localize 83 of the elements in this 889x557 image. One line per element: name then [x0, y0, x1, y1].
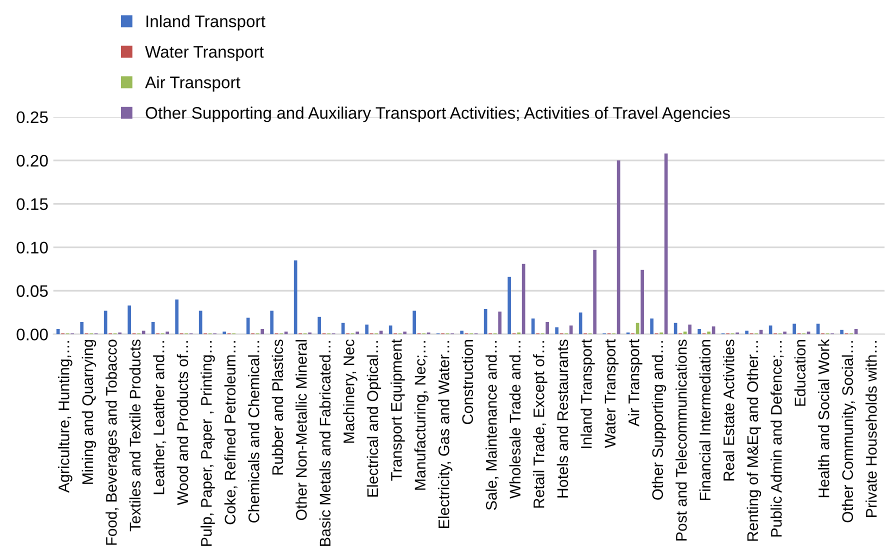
bar	[356, 332, 359, 334]
y-tick-label: 0.20	[16, 154, 48, 167]
y-tick-label: 0.15	[16, 198, 48, 210]
bar	[707, 332, 710, 334]
bar	[403, 332, 406, 334]
x-tick-label: Post and Telecommunications	[676, 340, 687, 540]
bar	[175, 299, 178, 334]
x-tick-label: Health and Social Work	[818, 339, 830, 498]
y-tick-label: 0.00	[16, 328, 48, 340]
x-tick-label: Real Estate Activities	[723, 340, 734, 480]
bar	[412, 310, 416, 334]
bar	[56, 328, 60, 334]
x-tick-label: Agriculture, Hunting,…	[58, 341, 72, 493]
bar	[222, 332, 226, 334]
bar	[270, 310, 274, 334]
x-tick-label: Other Community, Social…	[842, 341, 856, 522]
bar	[698, 328, 701, 334]
bar	[498, 312, 502, 334]
x-tick-label: Mining and Quarrying	[82, 340, 96, 484]
x-tick-label: Sale, Maintenance and…	[486, 341, 499, 510]
x-tick-label: Coke, Refined Petroleum…	[224, 341, 238, 524]
bar	[688, 324, 692, 334]
bar	[365, 324, 368, 334]
bar	[640, 270, 644, 334]
y-tick-label: 0.10	[16, 242, 48, 254]
x-tick-label: Chemicals and Chemical…	[248, 341, 260, 523]
bar	[379, 330, 383, 334]
x-tick-label: Electricity, Gas and Water…	[438, 341, 452, 528]
legend-label: Air Transport	[145, 76, 240, 92]
x-tick-label: Education	[794, 340, 806, 406]
bar	[650, 318, 654, 334]
x-tick-label: Financial Intermediation	[699, 340, 711, 500]
x-tick-label: Construction	[462, 340, 474, 424]
x-tick-label: Leather, Leather and…	[153, 341, 166, 494]
x-tick-label: Inland Transport	[580, 339, 595, 448]
bar	[294, 260, 298, 334]
bar	[104, 310, 108, 334]
x-tick-label: Transport Equipment	[390, 339, 405, 481]
x-tick-label: Retail Trade, Except of…	[533, 341, 548, 508]
x-tick-label: Food, Beverages and Tobacco	[106, 340, 120, 545]
bar	[460, 330, 464, 334]
y-tick-label: 0.05	[16, 285, 48, 297]
legend-label: Water Transport	[145, 46, 264, 62]
x-tick-label: Air Transport	[628, 339, 642, 426]
bar	[166, 332, 169, 334]
x-tick-label: Other Supporting and…	[652, 341, 666, 500]
x-tick-label: Wholesale Trade and…	[509, 341, 521, 499]
x-tick-label: Water Transport	[604, 339, 619, 448]
bar	[783, 332, 786, 334]
bar	[792, 324, 796, 334]
bar	[198, 310, 202, 334]
x-tick-label: Public Admin and Defence;…	[770, 341, 784, 537]
bar	[616, 160, 620, 334]
x-tick-label: Other Non-Metallic Mineral	[296, 340, 307, 520]
legend-label: Inland Transport	[146, 15, 266, 31]
bar	[128, 306, 131, 334]
x-tick-label: Hotels and Restaurants	[556, 340, 568, 498]
bar	[593, 250, 596, 334]
x-tick-label: Rubber and Plastics	[272, 340, 284, 475]
bar	[522, 264, 526, 334]
x-tick-label: Electrical and Optical…	[366, 341, 382, 497]
bar	[840, 330, 844, 334]
bar	[246, 318, 250, 334]
bar	[80, 322, 84, 334]
x-tick-label: Pulp, Paper, Paper , Printing…	[200, 341, 215, 546]
x-tick-label: Wood and Products of…	[176, 341, 188, 506]
x-tick-label: Private Households with…	[866, 341, 877, 517]
y-tick-label: 0.25	[16, 111, 48, 124]
x-tick-label: Renting of M&Eq and Other…	[746, 341, 762, 541]
bar	[745, 330, 748, 334]
legend-label: Other Supporting and Auxiliary Transport Activities; Activities of Travel Agencies	[146, 106, 730, 122]
bar	[318, 316, 321, 334]
x-tick-label: Basic Metals and Fabricated…	[319, 341, 331, 546]
bar	[664, 153, 668, 334]
bar	[260, 328, 264, 334]
bar	[142, 330, 146, 334]
bar	[555, 327, 558, 334]
x-tick-label: Machinery, Nec	[343, 339, 358, 443]
x-tick-label: Textiles and Textile Products	[129, 340, 141, 532]
bar	[508, 276, 511, 334]
x-tick-label: Manufacturing, Nec;…	[414, 341, 429, 490]
bar	[546, 322, 549, 334]
bar	[484, 309, 488, 334]
